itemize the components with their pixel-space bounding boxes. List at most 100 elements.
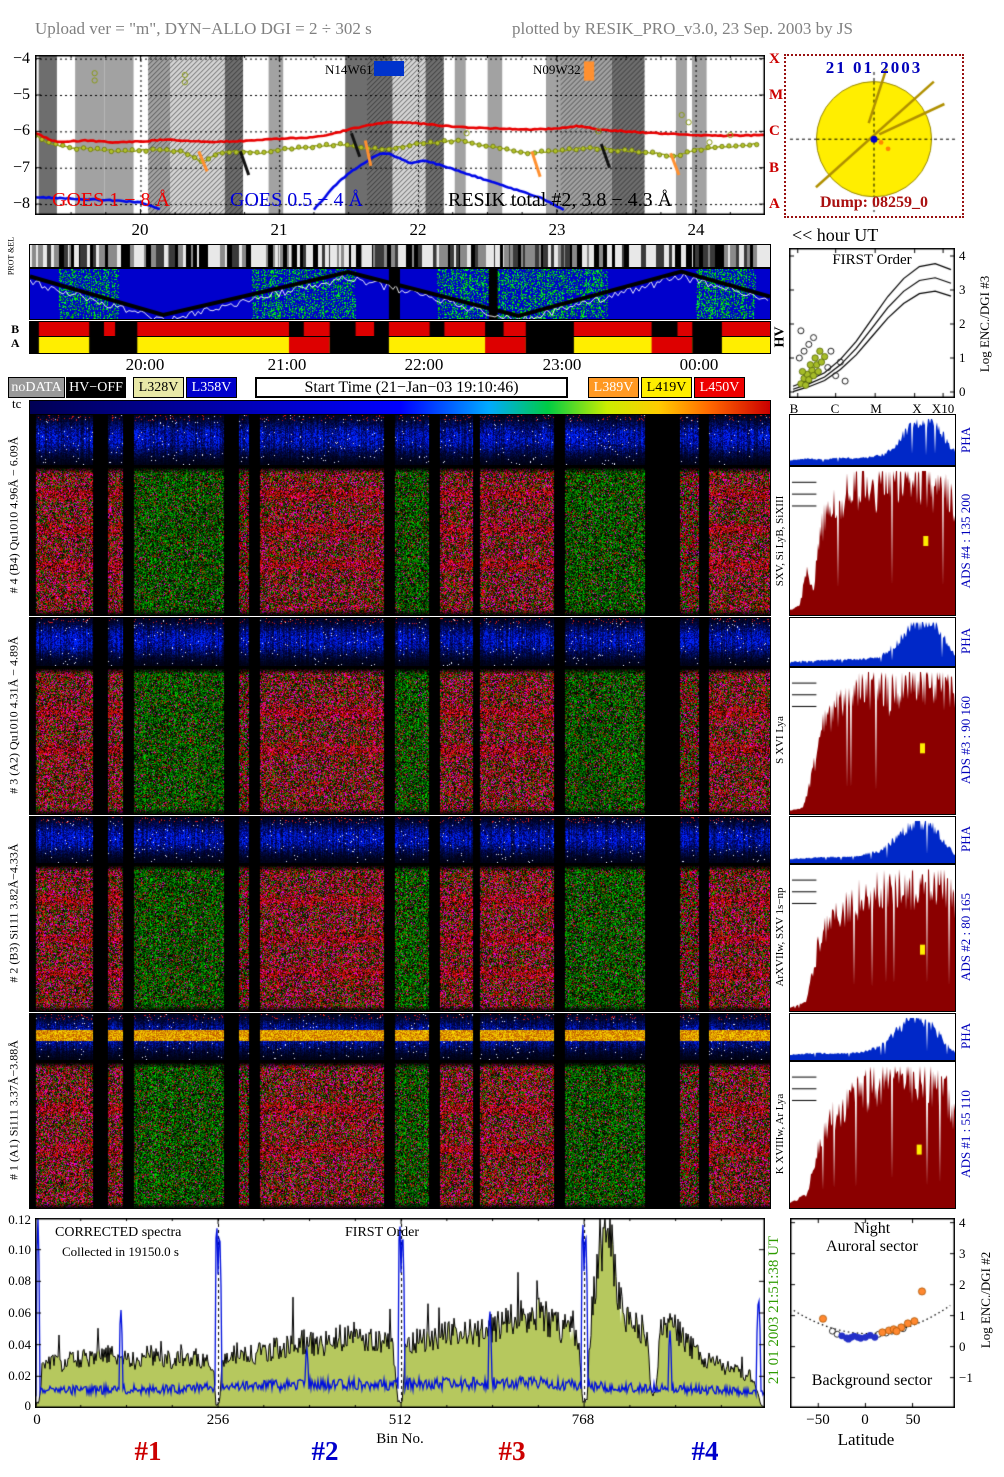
scatter-ytick: 0 — [959, 1338, 966, 1354]
goes-series-label-blue: GOES 0.5 − 4 Å — [230, 189, 363, 211]
corrected-spectrum-plot — [35, 1218, 765, 1408]
ads-label-ch1: ADS #1 : 55 110 — [957, 1090, 973, 1178]
goes-xtick: 21 — [270, 220, 288, 239]
goes-xtick: 22 — [409, 220, 427, 239]
fo-xtick: M — [870, 401, 882, 416]
spec-xtick: 256 — [206, 1412, 230, 1428]
goes-class-letter: C — [769, 122, 780, 139]
spectrum-note3: FIRST Order — [345, 1225, 420, 1240]
legend-l389v: L389V — [588, 377, 639, 398]
goes-ytick: −7 — [12, 159, 30, 177]
goes-class-letter: A — [769, 195, 780, 212]
fo-xtick: X — [912, 401, 922, 416]
start-time-box: Start Time (21−Jan−03 19:10:46) — [255, 377, 568, 398]
prot-el-label: PROT &EL — [6, 236, 16, 276]
spec-ytick: 0.04 — [8, 1336, 31, 1352]
goes-series-label-red: GOES 1 − 8 Å — [52, 189, 170, 211]
channel-left-label-ch4: # 4 (B4) Qu1010 4.96Å − 6.09Å — [6, 436, 21, 594]
color-scale-bar — [29, 400, 771, 415]
flare-marker-box — [374, 61, 404, 76]
spec-xlabel: Bin No. — [376, 1431, 424, 1447]
spec-ytick: 0.02 — [8, 1367, 31, 1383]
header-right: plotted by RESIK_PRO_v3.0, 23 Sep. 2003 … — [512, 19, 853, 38]
time-label: 21:00 — [267, 355, 307, 374]
pha-strip-ch3 — [29, 617, 771, 667]
channel-tag-4: #4 — [691, 1436, 719, 1466]
legend-nodata: noDATA — [8, 377, 65, 398]
hour-ut-label: << hour UT — [792, 225, 879, 245]
flare-annotation: N14W61 — [325, 62, 373, 77]
pha-label-ch2: PHA — [957, 825, 973, 853]
channel-line-label-ch1: K XVIIIw, Ar Lya — [773, 1093, 786, 1175]
ba-strip-yellow — [29, 336, 771, 354]
channel-line-label-ch3: S XVI Lya — [773, 716, 786, 764]
fo-xtick: B — [789, 401, 799, 416]
spec-ytick: 0.12 — [8, 1211, 31, 1227]
legend-l328v: L328V — [133, 377, 184, 398]
first-order-title: FIRST Order — [832, 252, 912, 268]
channel-tag-2: #2 — [311, 1436, 339, 1466]
time-label: 20:00 — [125, 355, 165, 374]
latitude-scatter-plot — [790, 1218, 955, 1408]
spec-ytick: 0.10 — [8, 1241, 31, 1257]
fo-ytick: 2 — [959, 315, 966, 331]
sun-disk — [786, 56, 962, 216]
goes-flux-plot — [35, 55, 765, 215]
header-left: Upload ver = "m", DYN−ALLO DGI = 2 ÷ 302… — [35, 19, 372, 38]
pha-label-ch3: PHA — [957, 627, 973, 655]
ads-histogram-ch3 — [789, 667, 956, 815]
goes-ytick: −6 — [12, 122, 30, 140]
channel-line-label-ch4: SXV, Si LyB, SiXIII — [773, 495, 786, 587]
goes-ytick: −4 — [12, 50, 30, 68]
channel-left-label-ch2: # 2 (B3) Si111 3.82Å−4.33Å — [6, 843, 21, 983]
channel-left-label-ch3: # 3 (A2) Qu1010 4.31Å − 4.89Å — [6, 636, 21, 794]
scatter-xtick: 50 — [905, 1412, 921, 1428]
fo-ytick: 0 — [959, 383, 966, 399]
pha-histogram-ch3 — [789, 617, 956, 667]
fo-xtick: X10 — [931, 401, 955, 416]
goes-xtick: 20 — [131, 220, 149, 239]
ads-label-ch2: ADS #2 : 80 165 — [957, 892, 973, 982]
pha-strip-ch2 — [29, 816, 771, 864]
spec-xtick: 512 — [388, 1412, 412, 1428]
fo-ylabel: Log ENC./DGI #3 — [976, 275, 992, 373]
time-label: 22:00 — [404, 355, 444, 374]
ba-strip-red — [29, 321, 771, 337]
goes-ytick: −5 — [12, 86, 30, 104]
sun-date: 21 01 2003 — [825, 58, 923, 77]
spec-xtick: 768 — [571, 1412, 595, 1428]
ads-histogram-ch4 — [789, 466, 956, 616]
hv-label: HV — [772, 326, 788, 348]
pha-histogram-ch4 — [789, 414, 956, 466]
channel-line-label-ch2: ArXVIIw, SXV 1s−np — [773, 887, 786, 987]
scatter-ylabel: Log ENC./DGI #2 — [977, 1251, 993, 1349]
scatter-ytick: 2 — [959, 1276, 966, 1292]
time-label: 23:00 — [542, 355, 582, 374]
channel-tag-1: #1 — [134, 1436, 162, 1466]
legend-l358v: L358V — [186, 377, 237, 398]
goes-xtick: 24 — [687, 220, 705, 239]
pha-label-ch4: PHA — [957, 426, 973, 454]
fo-ytick: 1 — [959, 349, 966, 365]
goes-class-letter: X — [769, 50, 780, 67]
spectrogram-ch4 — [29, 466, 771, 616]
dump-label: Dump: 08259_0 — [819, 194, 929, 211]
ads-label-ch4: ADS #4 : 135 200 — [957, 493, 973, 589]
sun-disk-panel: 21 01 2003 Dump: 08259_0 — [784, 54, 964, 218]
fo-ytick: 3 — [959, 281, 966, 297]
legend-l450v: L450V — [694, 377, 745, 398]
fo-xtick: C — [830, 401, 840, 416]
scatter-xtick: 0 — [861, 1412, 869, 1428]
spec-ytick: 0.06 — [8, 1304, 31, 1320]
scatter-xtick: −50 — [806, 1412, 830, 1428]
prot-el-strip — [29, 244, 771, 268]
scatter-ytick: 3 — [959, 1245, 966, 1261]
scatter-auroral-label: Auroral sector — [826, 1238, 918, 1255]
goes-series-label-resik: RESIK total #2, 3.8 − 4.3 Å — [448, 189, 673, 211]
legend-l419v: L419V — [641, 377, 692, 398]
pha-histogram-ch1 — [789, 1013, 956, 1061]
spectrum-side-timestamp: 21 01 2003 21:51:38 UT — [765, 1235, 782, 1385]
first-order-response-plot — [789, 248, 955, 398]
ads-label-ch3: ADS #3 : 90 160 — [957, 695, 973, 785]
